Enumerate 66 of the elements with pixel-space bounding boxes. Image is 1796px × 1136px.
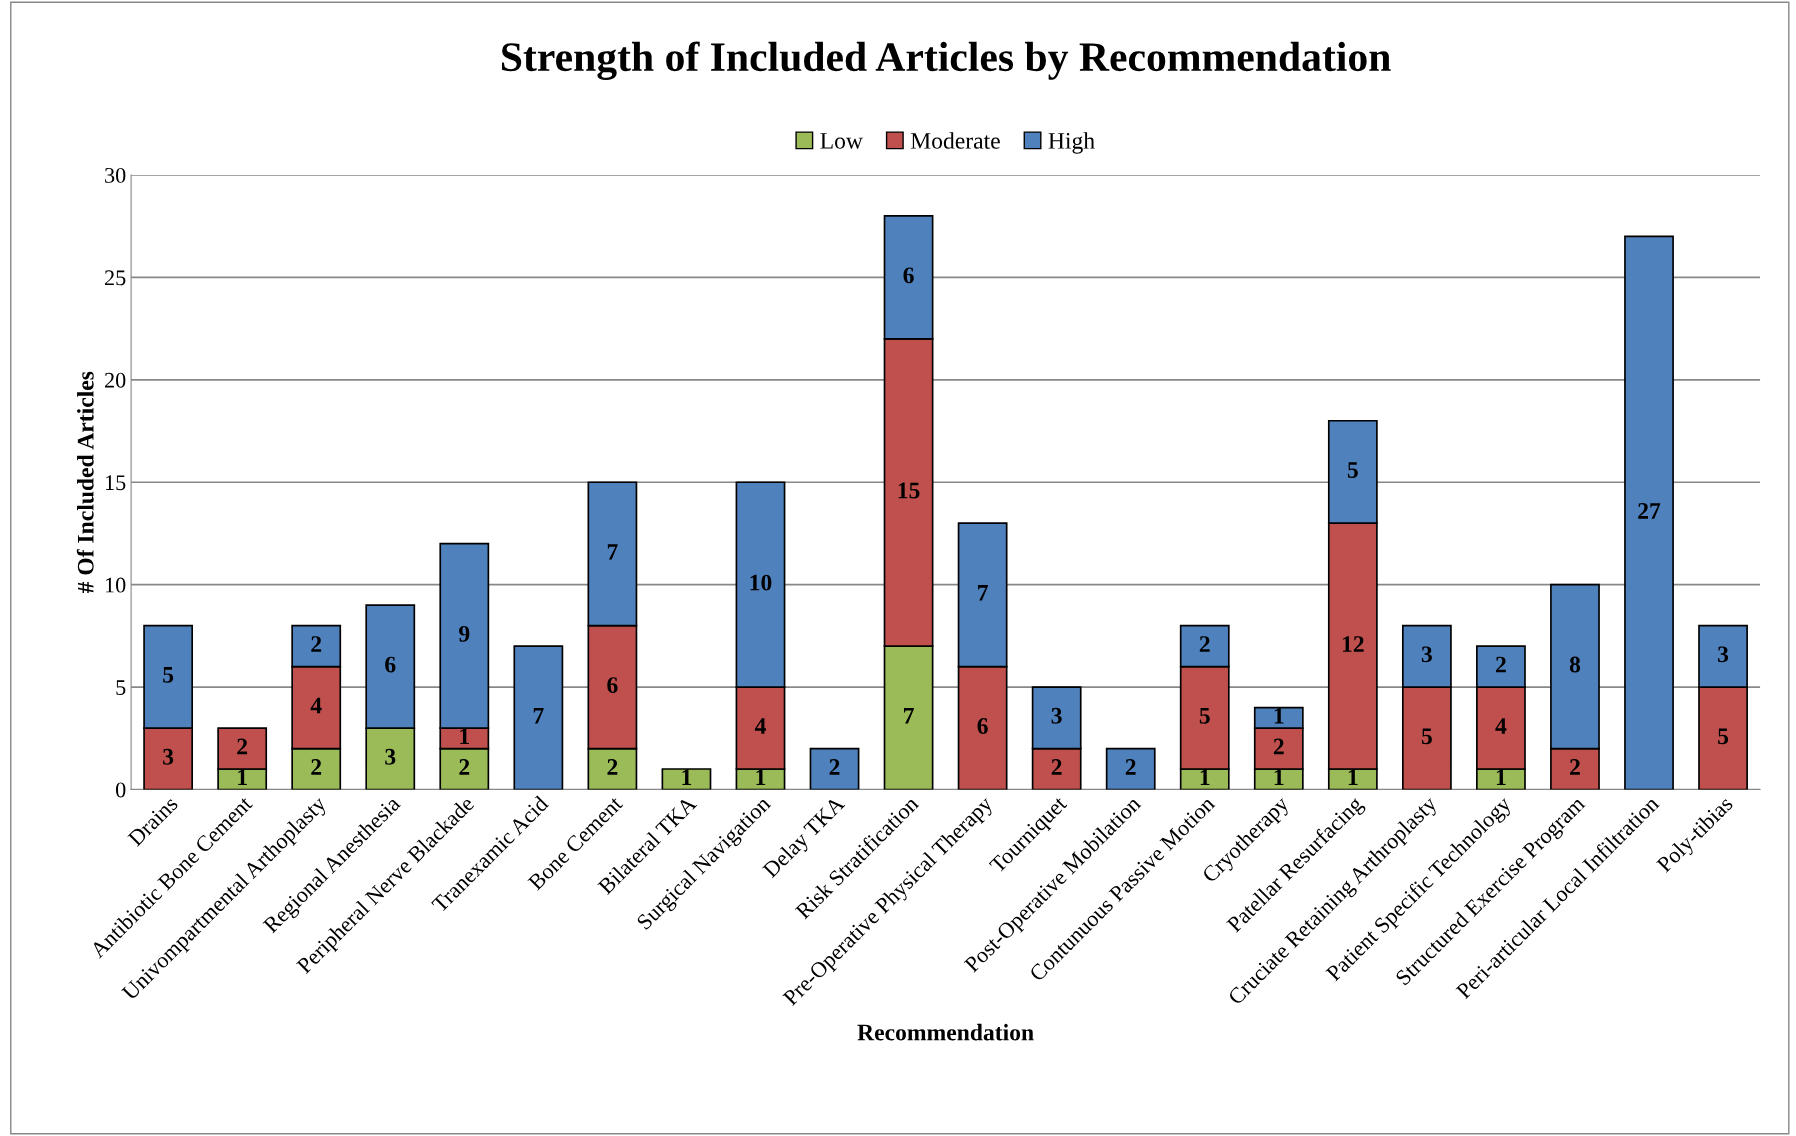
data-label: 27 (1638, 503, 1661, 519)
bar (1105, 747, 1156, 790)
data-label: 6 (903, 267, 914, 284)
data-label: 1 (682, 769, 692, 785)
bar (513, 645, 564, 790)
data-label: 8 (1569, 656, 1581, 673)
y-tick-label: 10 (105, 577, 126, 593)
data-label: 5 (1347, 462, 1358, 478)
data-label: 5 (1718, 728, 1729, 745)
data-label: 3 (163, 748, 174, 765)
legend-label: Moderate (910, 132, 1000, 149)
data-label: 4 (754, 718, 766, 734)
data-label: 7 (978, 585, 988, 601)
data-label: 1 (756, 769, 766, 785)
data-label: 2 (1570, 759, 1580, 775)
y-tick-label: 0 (115, 782, 126, 798)
y-tick-label: 25 (105, 270, 126, 286)
data-label: 6 (607, 677, 618, 693)
data-label: 7 (904, 708, 914, 724)
data-label: 2 (1496, 656, 1506, 673)
legend-label: Low (820, 133, 863, 149)
data-label: 2 (237, 738, 248, 755)
data-label: 2 (1273, 738, 1284, 755)
data-label: 1 (1274, 769, 1284, 785)
data-label: 3 (1718, 646, 1729, 663)
data-label: 3 (1051, 707, 1062, 724)
data-label: 3 (385, 748, 396, 765)
x-axis-title: Recommendation (857, 1023, 1034, 1041)
data-label: 5 (163, 667, 174, 683)
data-label: 15 (898, 482, 920, 499)
data-label: 2 (459, 759, 470, 775)
data-label: 3 (1421, 646, 1432, 663)
data-label: 1 (1200, 769, 1210, 785)
data-label: 2 (311, 636, 322, 652)
chart-title: Strength of Included Articles by Recommendation (502, 41, 1391, 80)
bar (1624, 235, 1674, 790)
data-label: 1 (1348, 769, 1358, 785)
bar (809, 747, 860, 790)
bar (661, 768, 712, 790)
data-label: 1 (1274, 707, 1284, 724)
data-label: 1 (460, 728, 469, 744)
data-label: 2 (1199, 636, 1210, 652)
data-label: 1 (1496, 769, 1506, 785)
data-label: 5 (1421, 728, 1432, 745)
data-label: 7 (607, 544, 618, 560)
data-label: 5 (1199, 708, 1210, 724)
data-label: 2 (1051, 759, 1062, 775)
data-label: 4 (310, 697, 322, 714)
data-label: 2 (311, 759, 322, 775)
y-tick-label: 15 (105, 475, 126, 491)
data-label: 2 (1125, 759, 1136, 775)
data-label: 10 (750, 574, 772, 591)
data-label: 4 (1495, 718, 1507, 734)
data-label: 7 (533, 708, 544, 724)
data-label: 9 (459, 625, 470, 642)
data-label: 2 (607, 759, 618, 775)
y-tick-label: 20 (105, 372, 126, 388)
y-tick-label: 30 (105, 167, 126, 183)
data-label: 12 (1342, 636, 1364, 652)
y-tick-label: 5 (116, 680, 126, 696)
data-label: 6 (385, 656, 396, 673)
data-label: 1 (238, 769, 247, 785)
data-label: 2 (829, 759, 840, 775)
data-label: 6 (977, 718, 988, 734)
y-axis-title: # Of Included Articles (76, 371, 94, 594)
legend-label: High (1048, 132, 1095, 154)
